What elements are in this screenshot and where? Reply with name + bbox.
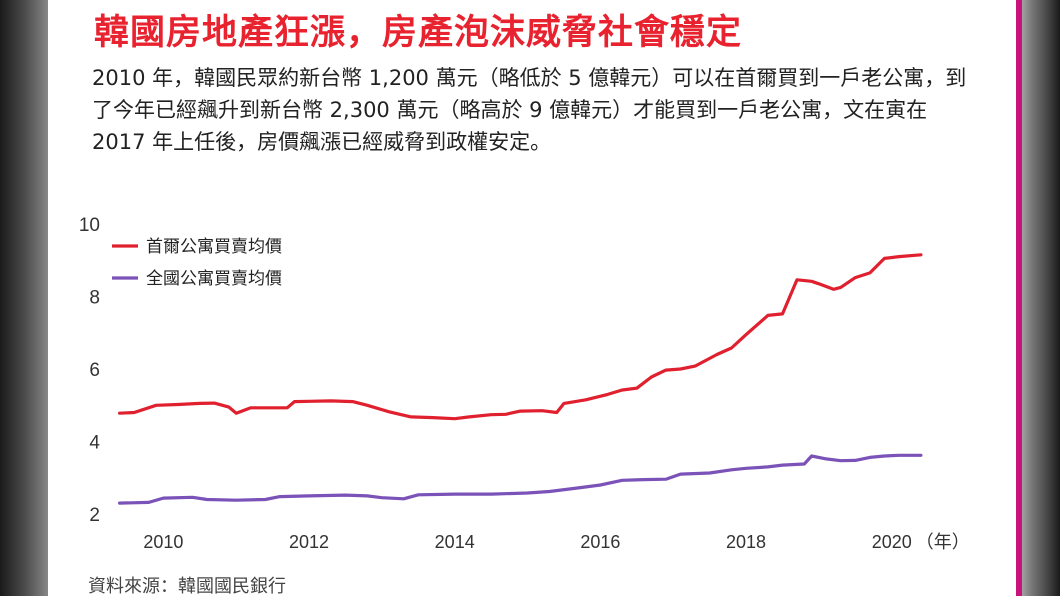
y-tick-label: 2 (89, 505, 100, 526)
x-tick-label: 2010 (143, 532, 183, 552)
x-tick-label: 2016 (580, 532, 620, 552)
legend-label: 全國公寓買賣均價 (146, 269, 282, 289)
source-note: 資料來源：韓國國民銀行 (88, 576, 286, 596)
y-tick-label: 10 (79, 215, 100, 236)
x-axis-unit: （年） (916, 532, 970, 553)
background-right-blur (1020, 0, 1060, 596)
x-tick-label: 2014 (435, 532, 475, 552)
x-tick-label: 2018 (726, 532, 766, 552)
series-lines (118, 253, 923, 505)
y-tick-label: 4 (89, 433, 100, 454)
intro-paragraph: 2010 年，韓國民眾約新台幣 1,200 萬元（略低於 5 億韓元）可以在首爾… (92, 66, 967, 154)
y-axis: 2 4 6 8 10 (79, 215, 101, 526)
x-axis: 2010 2012 2014 2016 2018 2020 （年） (143, 532, 969, 553)
headline: 韓國房地產狂漲，房產泡沫威脅社會穩定 (94, 12, 743, 53)
national-price-line (118, 453, 923, 505)
x-tick-label: 2012 (289, 532, 329, 552)
accent-bar (1016, 0, 1022, 596)
seoul-price-line (118, 253, 923, 421)
price-line-chart: 2 4 6 8 10 2010 2012 2014 2016 2018 2020 （年） 首爾公寓買… (79, 215, 970, 553)
x-tick-label: 2020 (872, 532, 912, 552)
legend-label: 首爾公寓買賣均價 (146, 237, 282, 257)
y-tick-label: 6 (89, 360, 100, 381)
y-tick-label: 8 (89, 288, 100, 309)
infographic-panel: 韓國房地產狂漲，房產泡沫威脅社會穩定 2010 年，韓國民眾約新台幣 1,200… (48, 0, 1018, 596)
